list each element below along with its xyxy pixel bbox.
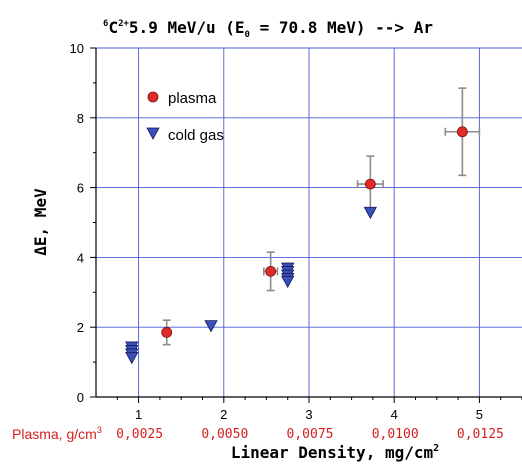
plasma-tick-label: 0,0075 bbox=[287, 427, 334, 442]
x-tick-label: 2 bbox=[220, 407, 227, 422]
plasma-axis-label-base: Plasma, g/cm bbox=[12, 426, 97, 442]
y-tick-label: 0 bbox=[77, 390, 84, 405]
plasma-axis-label-superscript: 3 bbox=[97, 425, 102, 435]
x-tick-label: 1 bbox=[135, 407, 142, 422]
legend-plasma-marker bbox=[147, 91, 159, 103]
y-tick-label: 2 bbox=[77, 320, 84, 335]
plasma-point bbox=[265, 265, 277, 277]
plasma-tick-label: 0,0100 bbox=[372, 427, 419, 442]
x-tick-label: 3 bbox=[305, 407, 312, 422]
y-tick-label: 6 bbox=[77, 181, 84, 196]
plasma-point bbox=[364, 178, 376, 190]
title-rest: = 70.8 MeV) --> Ar bbox=[250, 18, 433, 37]
y-tick-label: 8 bbox=[77, 111, 84, 126]
plasma-tick-label: 0,0125 bbox=[457, 427, 504, 442]
legend-cold-gas-label: cold gas bbox=[168, 127, 224, 144]
plasma-tick-label: 0,0025 bbox=[116, 427, 163, 442]
x-tick-label: 4 bbox=[391, 407, 398, 422]
legend-cold-gas-marker bbox=[146, 127, 160, 140]
markers bbox=[125, 126, 468, 365]
y-axis-label: ΔE, MeV bbox=[31, 188, 50, 256]
plasma-point bbox=[456, 126, 468, 138]
x-axis-label: Linear Density, mg/cm2 bbox=[231, 443, 439, 462]
plasma-point bbox=[161, 327, 173, 338]
cold-gas-point bbox=[363, 206, 378, 220]
cold-gas-point bbox=[281, 275, 295, 289]
title-energy: 5.9 MeV/u (E bbox=[129, 18, 245, 37]
cold-gas-point bbox=[204, 320, 218, 333]
plasma-axis-label: Plasma, g/cm3 bbox=[12, 425, 102, 442]
y-tick-label: 4 bbox=[77, 250, 84, 265]
title-subscript: 0 bbox=[245, 30, 250, 40]
x-tick-label: 5 bbox=[476, 407, 483, 422]
title-element: C bbox=[108, 18, 118, 37]
y-tick-label: 10 bbox=[70, 41, 84, 56]
title-superscript: 6 bbox=[103, 19, 108, 29]
x-axis-label-base: Linear Density, mg/cm bbox=[231, 443, 434, 462]
chart-title: 6C2+5.9 MeV/u (E0 = 70.8 MeV) --> Ar bbox=[103, 18, 433, 40]
legend: plasma cold gas bbox=[146, 90, 224, 144]
legend-plasma-label: plasma bbox=[168, 90, 217, 107]
x-axis-label-superscript: 2 bbox=[433, 443, 439, 454]
cold-gas-point bbox=[125, 352, 139, 365]
ticks: 0 2 4 6 8 10 1 0,0025 2 0,0050 3 0,0075 4 0,0100 5 0,01… bbox=[70, 41, 522, 442]
grid bbox=[96, 47, 522, 397]
title-charge: 2+ bbox=[118, 19, 129, 29]
plasma-tick-label: 0,0050 bbox=[201, 427, 248, 442]
